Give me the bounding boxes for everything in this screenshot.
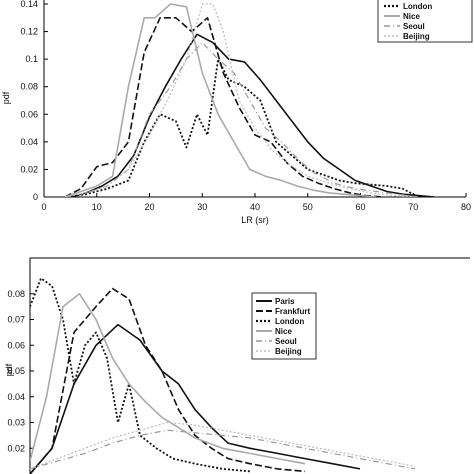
bottom-series: [30, 277, 416, 474]
legend-label: London: [403, 2, 432, 11]
series-line-seoul: [64, 41, 419, 197]
bottom-y-ticks: 0.02 0.03 0.04 0.05 0.06 0.07 0.08: [7, 289, 34, 453]
top-chart: 0 0.02 0.04 0.06 0.08 0.1 0.12 0.14 0 10 20 30 40 50…: [1, 0, 473, 225]
y-tick-label: 0.03: [7, 418, 25, 428]
y-tick-label: 0.14: [20, 0, 38, 9]
x-tick-label: 20: [144, 202, 154, 212]
bottom-y-axis-label: pdf: [4, 363, 14, 376]
y-tick-label: 0.1: [25, 54, 38, 64]
x-tick-label: 70: [408, 202, 418, 212]
legend-label: Beijing: [403, 32, 430, 41]
y-tick-label: 0: [33, 192, 38, 202]
y-tick-label: 0.04: [20, 137, 38, 147]
series-line-seoul: [30, 429, 416, 470]
top-x-axis-label: LR (sr): [241, 215, 269, 225]
y-tick-label: 0.06: [7, 340, 25, 350]
legend-label: Beijing: [275, 347, 302, 356]
x-tick-label: 60: [355, 202, 365, 212]
top-x-ticks: 0 10 20 30 40 50 60 70 80: [41, 193, 471, 212]
series-line-nice: [64, 3, 377, 197]
x-tick-label: 40: [250, 202, 260, 212]
y-tick-label: 0.08: [7, 289, 25, 299]
y-tick-label: 0.02: [7, 443, 25, 453]
series-line-paris: [70, 33, 435, 197]
top-y-ticks: 0 0.02 0.04 0.06 0.08 0.1 0.12 0.14: [20, 0, 48, 202]
x-tick-label: 50: [303, 202, 313, 212]
y-tick-label: 0.12: [20, 27, 38, 37]
legend-label: Nice: [275, 327, 292, 336]
series-line-frankfurt: [30, 287, 306, 474]
y-tick-label: 0.06: [20, 109, 38, 119]
y-tick-label: 0.04: [7, 392, 25, 402]
series-line-paris: [30, 323, 361, 474]
series-line-nice: [30, 292, 306, 465]
legend-label: Frankfurt: [275, 307, 310, 316]
series-line-london: [30, 277, 251, 473]
bottom-legend-box: [251, 292, 317, 360]
top-y-axis-label: pdf: [1, 91, 11, 104]
top-series: [64, 3, 435, 197]
legend-label: Nice: [403, 12, 420, 21]
x-tick-label: 0: [41, 202, 46, 212]
y-tick-label: 0.08: [20, 82, 38, 92]
legend-label: London: [275, 317, 304, 326]
y-tick-label: 0.02: [20, 164, 38, 174]
y-tick-label: 0.05: [7, 366, 25, 376]
series-line-beijing: [30, 421, 416, 470]
legend-label: Paris: [275, 297, 295, 306]
series-line-frankfurt: [64, 16, 382, 197]
x-tick-label: 30: [197, 202, 207, 212]
bottom-chart: 0.02 0.03 0.04 0.05 0.06 0.07 0.08 pdf ParisFr…: [4, 257, 470, 474]
x-tick-label: 10: [92, 202, 102, 212]
legend-label: Seoul: [403, 22, 425, 31]
series-line-beijing: [64, 3, 414, 197]
series-line-london: [64, 58, 419, 197]
bottom-axes-box: [29, 257, 470, 474]
y-tick-label: 0.07: [7, 315, 25, 325]
x-tick-label: 80: [461, 202, 471, 212]
legend-label: Seoul: [275, 337, 297, 346]
